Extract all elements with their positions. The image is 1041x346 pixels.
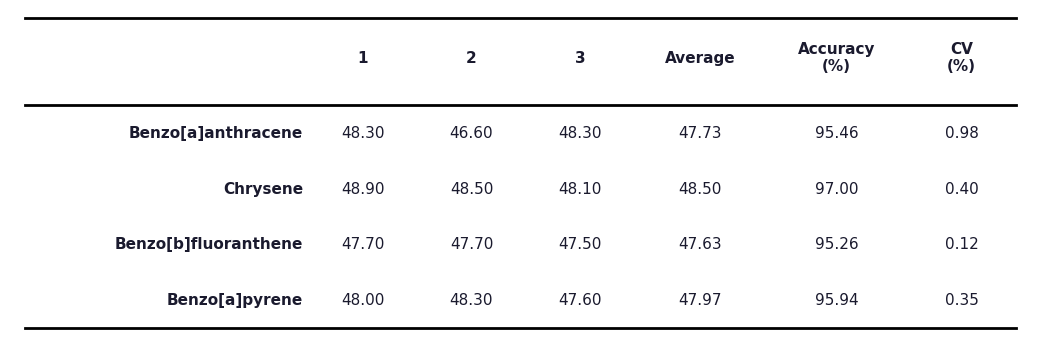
- Text: 95.26: 95.26: [815, 237, 858, 252]
- Text: 48.10: 48.10: [559, 182, 602, 197]
- Text: 47.73: 47.73: [679, 126, 722, 141]
- Text: Accuracy
(%): Accuracy (%): [797, 42, 875, 74]
- Text: CV
(%): CV (%): [947, 42, 976, 74]
- Text: 48.50: 48.50: [450, 182, 493, 197]
- Text: 97.00: 97.00: [815, 182, 858, 197]
- Text: 47.70: 47.70: [450, 237, 493, 252]
- Text: 0.12: 0.12: [945, 237, 979, 252]
- Text: 2: 2: [466, 51, 477, 66]
- Text: 95.94: 95.94: [815, 293, 858, 308]
- Text: 0.98: 0.98: [945, 126, 979, 141]
- Text: Chrysene: Chrysene: [223, 182, 303, 197]
- Text: 48.00: 48.00: [340, 293, 384, 308]
- Text: Average: Average: [665, 51, 736, 66]
- Text: 48.30: 48.30: [340, 126, 384, 141]
- Text: 0.40: 0.40: [945, 182, 979, 197]
- Text: 48.50: 48.50: [679, 182, 722, 197]
- Text: 3: 3: [575, 51, 586, 66]
- Text: 95.46: 95.46: [815, 126, 858, 141]
- Text: Benzo[a]pyrene: Benzo[a]pyrene: [167, 293, 303, 308]
- Text: Benzo[a]anthracene: Benzo[a]anthracene: [129, 126, 303, 141]
- Text: 48.30: 48.30: [559, 126, 602, 141]
- Text: 47.70: 47.70: [340, 237, 384, 252]
- Text: 1: 1: [357, 51, 367, 66]
- Text: 48.90: 48.90: [340, 182, 384, 197]
- Text: 48.30: 48.30: [450, 293, 493, 308]
- Text: 47.63: 47.63: [679, 237, 722, 252]
- Text: 0.35: 0.35: [945, 293, 979, 308]
- Text: 47.97: 47.97: [679, 293, 722, 308]
- Text: 46.60: 46.60: [450, 126, 493, 141]
- Text: 47.60: 47.60: [559, 293, 602, 308]
- Text: 47.50: 47.50: [559, 237, 602, 252]
- Text: Benzo[b]fluoranthene: Benzo[b]fluoranthene: [115, 237, 303, 252]
